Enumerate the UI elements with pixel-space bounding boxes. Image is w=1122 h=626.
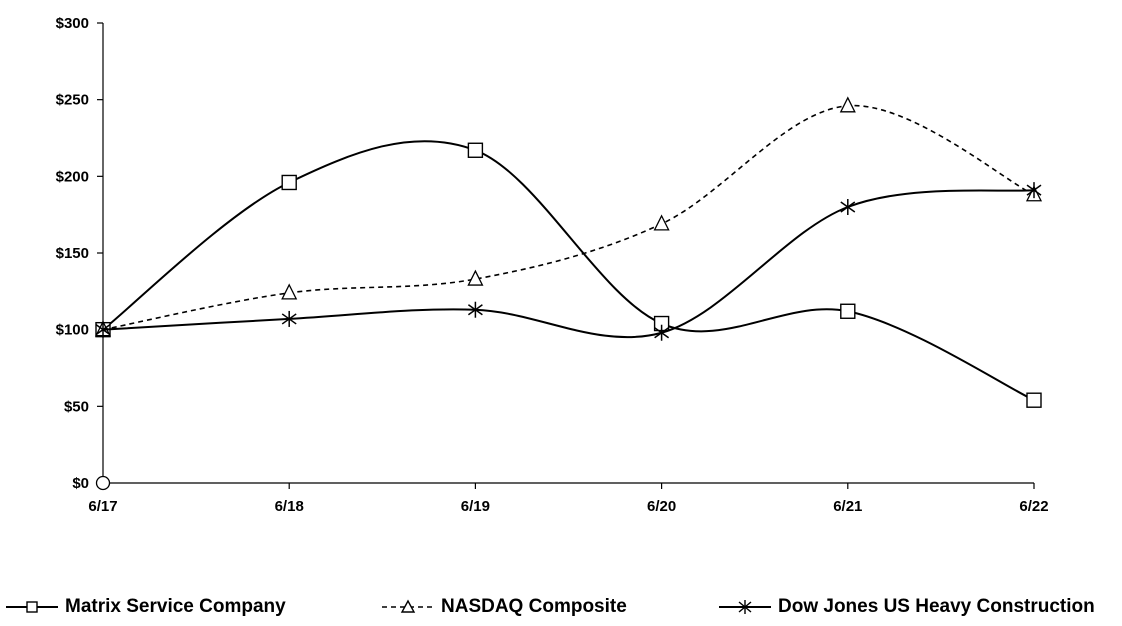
tick-labels: $0 $50 $100 $150 $200 $250 $300 6/17 6/18 6/19 6/2…: [56, 15, 1049, 515]
legend-item-dowjones: Dow Jones US Heavy Construction: [718, 588, 1095, 626]
series-dow-jones-us-heavy-construction-point: [654, 324, 670, 341]
series-matrix-service-company-point: [281, 174, 297, 191]
chart-axes: [95, 22, 1035, 491]
series-matrix-service-company-line: [102, 140, 1035, 402]
series-matrix-service-company-point: [1026, 392, 1042, 408]
series-layer: [94, 96, 1043, 408]
line-chart: $0 $50 $100 $150 $200 $250 $300 6/17 6/18 6/19 6/2…: [56, 15, 1049, 515]
y-tick-label: $300: [56, 15, 89, 32]
x-tick-label: 6/17: [88, 498, 117, 515]
x-tick-label: 6/19: [461, 498, 490, 515]
series-nasdaq-composite-point: [467, 269, 484, 286]
legend-item-matrix: Matrix Service Company: [5, 588, 286, 626]
legend-label-nasdaq: NASDAQ Composite: [441, 596, 627, 617]
y-tick-label: $250: [56, 92, 89, 109]
y-tick-label: $50: [64, 398, 89, 415]
legend-label-matrix: Matrix Service Company: [65, 596, 286, 617]
series-dow-jones-us-heavy-construction-line: [102, 189, 1035, 339]
legend-symbol-asterisk: [719, 600, 771, 614]
chart-legend: Matrix Service Company NASDAQ Composite …: [0, 588, 1122, 626]
y-tick-label: $100: [56, 322, 89, 339]
legend-label-dowjones: Dow Jones US Heavy Construction: [778, 596, 1095, 617]
series-nasdaq-composite-point: [281, 283, 298, 300]
series-matrix-service-company-point: [840, 303, 856, 319]
x-tick-label: 6/18: [275, 498, 304, 515]
series-matrix-service-company-point: [467, 142, 484, 158]
series-nasdaq-composite: [94, 96, 1043, 337]
legend-symbol-triangle: [382, 599, 434, 613]
series-dow-jones-us-heavy-construction-point: [467, 301, 483, 318]
series-dow-jones-us-heavy-construction-point: [281, 310, 297, 327]
legend-item-nasdaq: NASDAQ Composite: [381, 588, 627, 626]
x-tick-label: 6/20: [647, 498, 676, 515]
series-nasdaq-composite-point: [653, 214, 670, 231]
series-nasdaq-composite-line: [102, 104, 1035, 331]
series-nasdaq-composite-point: [839, 96, 856, 113]
y-tick-label: $200: [56, 168, 89, 185]
legend-symbol-square: [6, 601, 58, 613]
x-tick-label: 6/22: [1019, 498, 1048, 515]
series-dow-jones-us-heavy-construction-point: [840, 199, 856, 215]
y-tick-label: $150: [56, 245, 89, 262]
y-tick-label: $0: [72, 475, 89, 492]
series-dow-jones-us-heavy-construction-point: [1026, 182, 1042, 199]
series-dow-jones-us-heavy-construction-point: [95, 321, 111, 338]
origin-marker: [95, 475, 111, 491]
x-tick-label: 6/21: [833, 498, 862, 515]
series-matrix-service-company: [95, 140, 1042, 408]
series-dow-jones-us-heavy-construction: [95, 182, 1042, 341]
